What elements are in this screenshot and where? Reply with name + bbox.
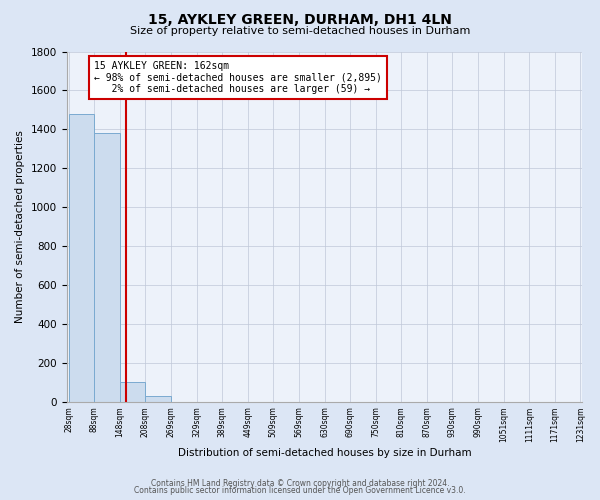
Text: Size of property relative to semi-detached houses in Durham: Size of property relative to semi-detach… (130, 26, 470, 36)
Text: Contains public sector information licensed under the Open Government Licence v3: Contains public sector information licen… (134, 486, 466, 495)
X-axis label: Distribution of semi-detached houses by size in Durham: Distribution of semi-detached houses by … (178, 448, 471, 458)
Y-axis label: Number of semi-detached properties: Number of semi-detached properties (15, 130, 25, 323)
Bar (119, 382, 145, 402)
Bar (94, 133, 119, 402)
Text: 15, AYKLEY GREEN, DURHAM, DH1 4LN: 15, AYKLEY GREEN, DURHAM, DH1 4LN (148, 12, 452, 26)
Text: 15 AYKLEY GREEN: 162sqm
← 98% of semi-detached houses are smaller (2,895)
   2% : 15 AYKLEY GREEN: 162sqm ← 98% of semi-de… (94, 61, 382, 94)
Bar (68, 114, 94, 402)
Text: Contains HM Land Registry data © Crown copyright and database right 2024.: Contains HM Land Registry data © Crown c… (151, 478, 449, 488)
Bar (145, 396, 171, 402)
